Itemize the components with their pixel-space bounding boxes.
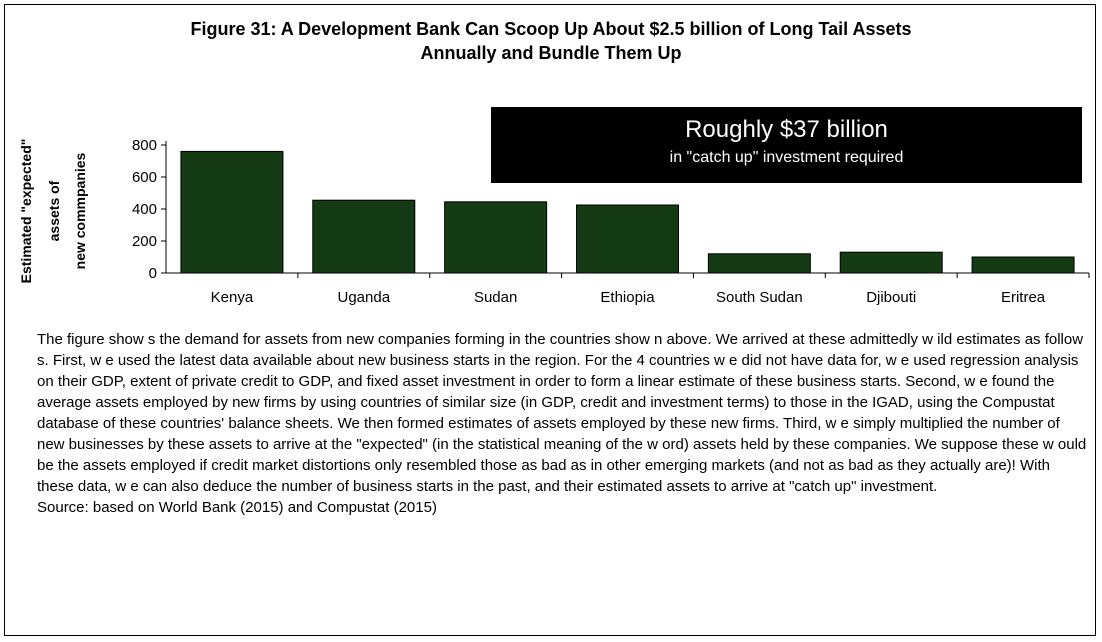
y-axis-title-line: assets of [46, 180, 62, 241]
bar [312, 199, 416, 274]
bar [839, 251, 943, 274]
y-tick-label: 0 [149, 265, 157, 282]
x-tick-label: Eritrea [1001, 289, 1046, 306]
caption-text: The figure show s the demand for assets … [37, 331, 1087, 495]
y-axis-title: Estimated "expected" assets of new commpan… [18, 139, 88, 284]
callout-sub-text: in "catch up" investment required [669, 149, 904, 166]
y-axis-title-line: new commpanies [72, 152, 88, 269]
figure-caption: The figure show s the demand for assets … [37, 329, 1089, 518]
x-tick-label: Sudan [474, 289, 517, 306]
bar [971, 256, 1075, 274]
bar [180, 150, 284, 274]
figure-title: Figure 31: A Development Bank Can Scoop … [190, 19, 912, 63]
bar [444, 201, 548, 274]
caption-source: Source: based on World Bank (2015) and C… [37, 499, 437, 516]
x-tick-label: Uganda [338, 289, 391, 306]
bar [707, 253, 811, 274]
bar [576, 204, 679, 274]
callout-box: Roughly $37 billion in "catch up" invest… [491, 107, 1082, 183]
x-tick-label: South Sudan [716, 289, 803, 306]
y-tick-label: 600 [132, 169, 157, 186]
x-tick-label: Ethiopia [600, 289, 655, 306]
callout-main-text: Roughly $37 billion [685, 116, 888, 143]
y-axis-title-line: Estimated "expected" [18, 139, 34, 284]
bars [180, 150, 1075, 274]
bar-chart: Estimated "expected" assets of new commpan… [18, 137, 1090, 306]
y-axis-ticks: 0 200 400 600 800 [132, 137, 166, 282]
x-tick-label: Djibouti [866, 289, 916, 306]
figure-panel: Figure 31: A Development Bank Can Scoop … [4, 4, 1096, 636]
y-tick-label: 400 [132, 201, 157, 218]
x-tick-label: Kenya [211, 289, 254, 306]
x-axis-ticks: Kenya Uganda Sudan Ethiopia South Sudan Djibo… [211, 273, 1090, 306]
axis-lines [165, 141, 1089, 274]
y-tick-label: 200 [132, 233, 157, 250]
y-tick-label: 800 [132, 137, 157, 154]
